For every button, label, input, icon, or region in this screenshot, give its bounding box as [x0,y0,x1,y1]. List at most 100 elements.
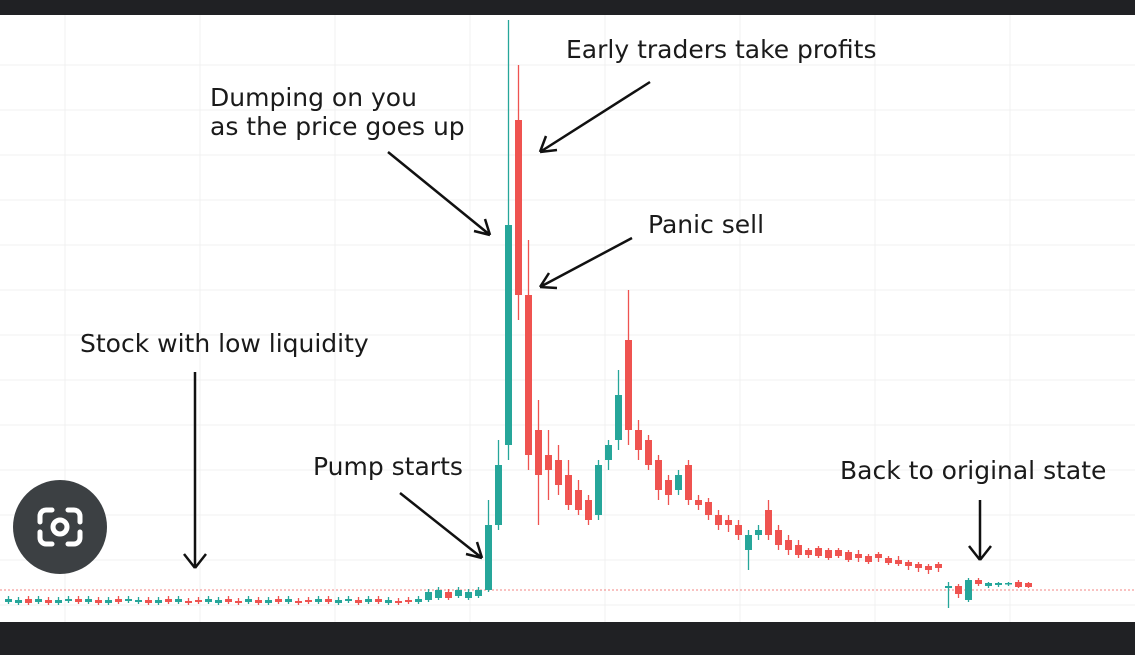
candle-body [25,599,32,603]
candle-body [575,490,582,510]
candle-body [935,564,942,568]
candle-body [165,599,172,602]
candle-body [745,535,752,550]
candle-body [725,520,732,525]
candle-body [855,554,862,558]
arrow [968,500,992,561]
candle-body [205,599,212,602]
candle-body [525,295,532,455]
candle-body [785,540,792,550]
candle-body [585,500,592,520]
lens-icon-dot [50,517,70,537]
candle-body [95,600,102,603]
candle-body [85,599,92,602]
candle-body [945,586,952,588]
candle-body [865,556,872,562]
candle-body [685,465,692,500]
candle-body [375,599,382,602]
candle-body [5,599,12,602]
candle-body [885,558,892,563]
candle-body [105,600,112,603]
annotation: Back to original state [840,456,1106,485]
candle-body [385,600,392,603]
candle-body [995,583,1002,585]
arrow [538,236,633,290]
candle-body [45,600,52,603]
candle-body [125,599,132,601]
candle-body [435,590,442,598]
candle-body [1005,583,1012,585]
candle-body [645,440,652,465]
annotation: Panic sell [648,210,764,239]
candle-body [175,599,182,602]
candle-body [295,601,302,603]
candle-body [815,548,822,556]
candle-body [605,445,612,460]
candle-body [15,600,22,603]
candle-body [225,599,232,602]
candle-body [395,601,402,603]
candle-body [765,510,772,535]
candle-body [665,480,672,495]
annotation: Early traders take profits [566,35,877,64]
candle-body [315,599,322,602]
candle-body [155,600,162,603]
arrow [538,80,651,154]
annotation: as the price goes up [210,112,465,141]
candle-body [335,600,342,603]
candle-body [845,552,852,560]
candle-body [545,455,552,470]
arrow [183,372,207,569]
candle-body [475,590,482,596]
candle-body [875,554,882,558]
candle-body [835,550,842,556]
candle-body [65,599,72,601]
candles [5,20,1032,608]
candle-body [455,590,462,596]
candle-body [775,530,782,545]
candle-body [485,525,492,590]
candle-body [55,600,62,603]
candle-body [505,225,512,445]
candle-body [405,600,412,602]
candle-body [1015,582,1022,587]
candle-body [425,592,432,600]
candle-body [715,515,722,525]
image-area [0,15,1135,622]
candle-body [795,545,802,555]
candle-body [305,600,312,602]
candle-body [755,530,762,535]
candle-body [325,599,332,602]
candle-body [635,430,642,450]
annotation: Stock with low liquidity [80,329,369,358]
lens-button[interactable] [13,480,107,574]
candle-body [445,592,452,598]
candle-body [735,525,742,535]
candle-body [415,599,422,602]
candle-body [805,550,812,555]
arrow [387,151,492,237]
candle-body [925,566,932,570]
candle-body [75,599,82,602]
candle-body [215,600,222,603]
candle-body [555,460,562,485]
candle-body [195,600,202,602]
candle-body [955,586,962,594]
candle-body [285,599,292,602]
candle-body [145,600,152,603]
candle-body [265,600,272,603]
grid [0,15,1135,622]
lens-circle[interactable] [13,480,107,574]
candle-body [615,395,622,440]
candle-body [625,340,632,430]
lens-icon [37,507,83,547]
candle-body [235,601,242,603]
candle-body [135,600,142,602]
candle-body [825,550,832,558]
candle-body [465,592,472,598]
candle-body [515,120,522,295]
candle-body [895,560,902,564]
candle-body [675,475,682,490]
